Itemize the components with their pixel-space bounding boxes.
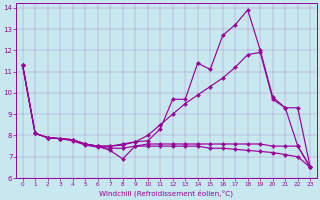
X-axis label: Windchill (Refroidissement éolien,°C): Windchill (Refroidissement éolien,°C) <box>100 189 234 197</box>
